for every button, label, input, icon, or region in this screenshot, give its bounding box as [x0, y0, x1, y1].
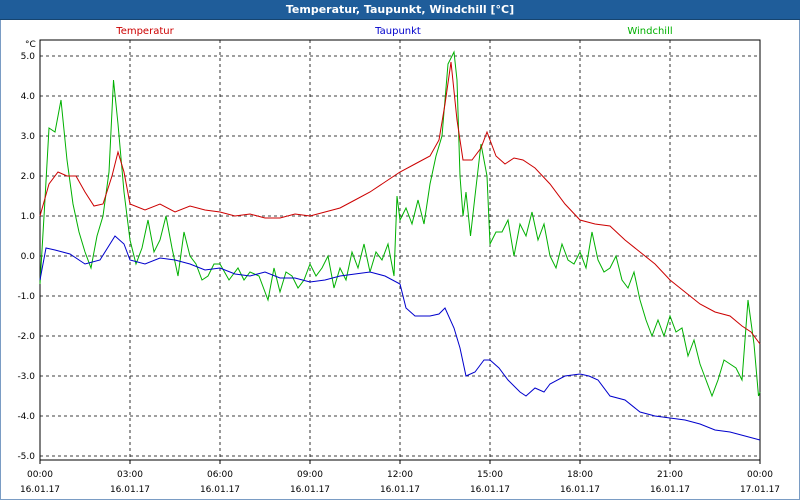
x-tick-time: 09:00 — [297, 470, 323, 480]
y-tick-label: -1.0 — [17, 292, 35, 302]
x-tick-date: 16.01.17 — [20, 485, 60, 495]
y-tick-label: 3.0 — [21, 132, 36, 142]
x-tick-time: 06:00 — [207, 470, 233, 480]
y-axis-label: °C — [25, 40, 36, 50]
x-tick-date: 16.01.17 — [560, 485, 600, 495]
y-tick-label: -3.0 — [17, 372, 35, 382]
y-tick-label: 0.0 — [21, 252, 36, 262]
legend-windchill: Windchill — [627, 26, 672, 37]
x-tick-time: 21:00 — [657, 470, 683, 480]
legend-temperatur: Temperatur — [115, 26, 174, 37]
x-tick-time: 00:00 — [27, 470, 53, 480]
chart-title: Temperatur, Taupunkt, Windchill [°C] — [0, 0, 800, 20]
y-tick-label: 4.0 — [21, 92, 36, 102]
x-tick-date: 16.01.17 — [650, 485, 690, 495]
y-tick-label: -2.0 — [17, 332, 35, 342]
y-tick-label: 1.0 — [21, 212, 36, 222]
x-tick-time: 12:00 — [387, 470, 413, 480]
legend: Temperatur Taupunkt Windchill — [115, 26, 672, 37]
x-tick-time: 03:00 — [117, 470, 143, 480]
y-tick-label: 2.0 — [21, 172, 36, 182]
x-tick-date: 16.01.17 — [110, 485, 150, 495]
series-line-temperatur — [39, 61, 761, 345]
series-lines — [39, 50, 761, 441]
y-tick-label: 5.0 — [21, 52, 36, 62]
x-tick-date: 16.01.17 — [380, 485, 420, 495]
x-tick-time: 00:00 — [747, 470, 773, 480]
x-tick-time: 18:00 — [567, 470, 593, 480]
x-axis-ticks: 00:00 16.01.17 03:00 16.01.17 06:00 16.01.17 0… — [20, 460, 780, 495]
legend-taupunkt: Taupunkt — [374, 26, 421, 37]
y-tick-label: -5.0 — [17, 452, 35, 462]
series-line-taupunkt — [39, 235, 761, 441]
y-tick-label: -4.0 — [17, 412, 35, 422]
x-tick-time: 15:00 — [477, 470, 503, 480]
series-line-windchill — [39, 50, 761, 398]
x-tick-date: 16.01.17 — [200, 485, 240, 495]
y-axis-ticks: 5.0 4.0 3.0 2.0 1.0 0.0 -1.0 -2.0 -3.0 -4.0 -5.0 — [17, 52, 35, 462]
x-tick-date: 17.01.17 — [740, 485, 780, 495]
x-tick-date: 16.01.17 — [290, 485, 330, 495]
x-tick-date: 16.01.17 — [470, 485, 510, 495]
